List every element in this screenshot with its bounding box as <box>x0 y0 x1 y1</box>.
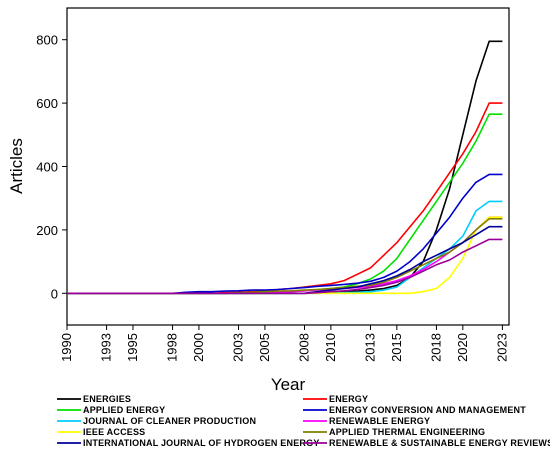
x-tick-label: 2008 <box>296 333 311 362</box>
legend-label: JOURNAL OF CLEANER PRODUCTION <box>83 416 256 426</box>
x-tick-label: 2018 <box>428 333 443 362</box>
y-tick-label: 200 <box>36 223 58 238</box>
x-tick-label: 1993 <box>99 333 114 362</box>
legend-label: RENEWABLE & SUSTAINABLE ENERGY REVIEWS <box>329 438 550 448</box>
y-tick-label: 600 <box>36 96 58 111</box>
legend-label: IEEE ACCESS <box>83 427 145 437</box>
y-tick-label: 0 <box>51 286 58 301</box>
series-line-2 <box>67 113 503 295</box>
legend-label: ENERGY <box>329 394 368 404</box>
x-tick-label: 2010 <box>323 333 338 362</box>
legend-item: RENEWABLE & SUSTAINABLE ENERGY REVIEWS <box>303 438 550 448</box>
series-line-9 <box>67 238 503 295</box>
plot-area <box>66 7 510 326</box>
x-tick-label: 2015 <box>389 333 404 362</box>
legend-label: ENERGY CONVERSION AND MANAGEMENT <box>329 405 526 415</box>
y-tick-label: 800 <box>36 33 58 48</box>
x-tick-label: 2000 <box>191 333 206 362</box>
legend-label: RENEWABLE ENERGY <box>329 416 430 426</box>
y-axis: 0 200 400 600 800 <box>36 33 67 301</box>
legend-label: APPLIED THERMAL ENGINEERING <box>329 427 485 437</box>
series-line-8 <box>67 225 503 295</box>
legend-item: INTERNATIONAL JOURNAL OF HYDROGEN ENERGY <box>57 438 320 448</box>
legend-item: ENERGY <box>303 394 368 404</box>
legend-label: INTERNATIONAL JOURNAL OF HYDROGEN ENERGY <box>83 438 320 448</box>
x-axis: 1990 1993 1995 1998 2000 2003 2005 2008 2010 2013… <box>59 325 509 362</box>
legend-item: APPLIED THERMAL ENGINEERING <box>303 427 485 437</box>
legend-item: JOURNAL OF CLEANER PRODUCTION <box>57 416 256 426</box>
legend-item: APPLIED ENERGY <box>57 405 165 415</box>
x-tick-label: 1998 <box>165 333 180 362</box>
x-tick-label: 2005 <box>257 333 272 362</box>
x-tick-label: 2023 <box>494 333 509 362</box>
legend-label: APPLIED ENERGY <box>83 405 165 415</box>
x-tick-label: 2020 <box>455 333 470 362</box>
x-tick-label: 1990 <box>59 333 74 362</box>
x-axis-title: Year <box>271 375 306 394</box>
y-axis-title: Articles <box>7 138 26 194</box>
legend-item: ENERGY CONVERSION AND MANAGEMENT <box>303 405 526 415</box>
legend-item: IEEE ACCESS <box>57 427 145 437</box>
x-tick-label: 1995 <box>125 333 140 362</box>
legend-label: ENERGIES <box>83 394 131 404</box>
x-tick-label: 2003 <box>231 333 246 362</box>
series-line-4 <box>67 200 503 295</box>
legend-item: ENERGIES <box>57 394 131 404</box>
y-tick-label: 400 <box>36 160 58 175</box>
legend: ENERGIES ENERGY APPLIED ENERGY ENERGY CONVE… <box>57 394 550 448</box>
x-tick-label: 2013 <box>362 333 377 362</box>
plot-frame <box>66 7 510 326</box>
legend-item: RENEWABLE ENERGY <box>303 416 430 426</box>
